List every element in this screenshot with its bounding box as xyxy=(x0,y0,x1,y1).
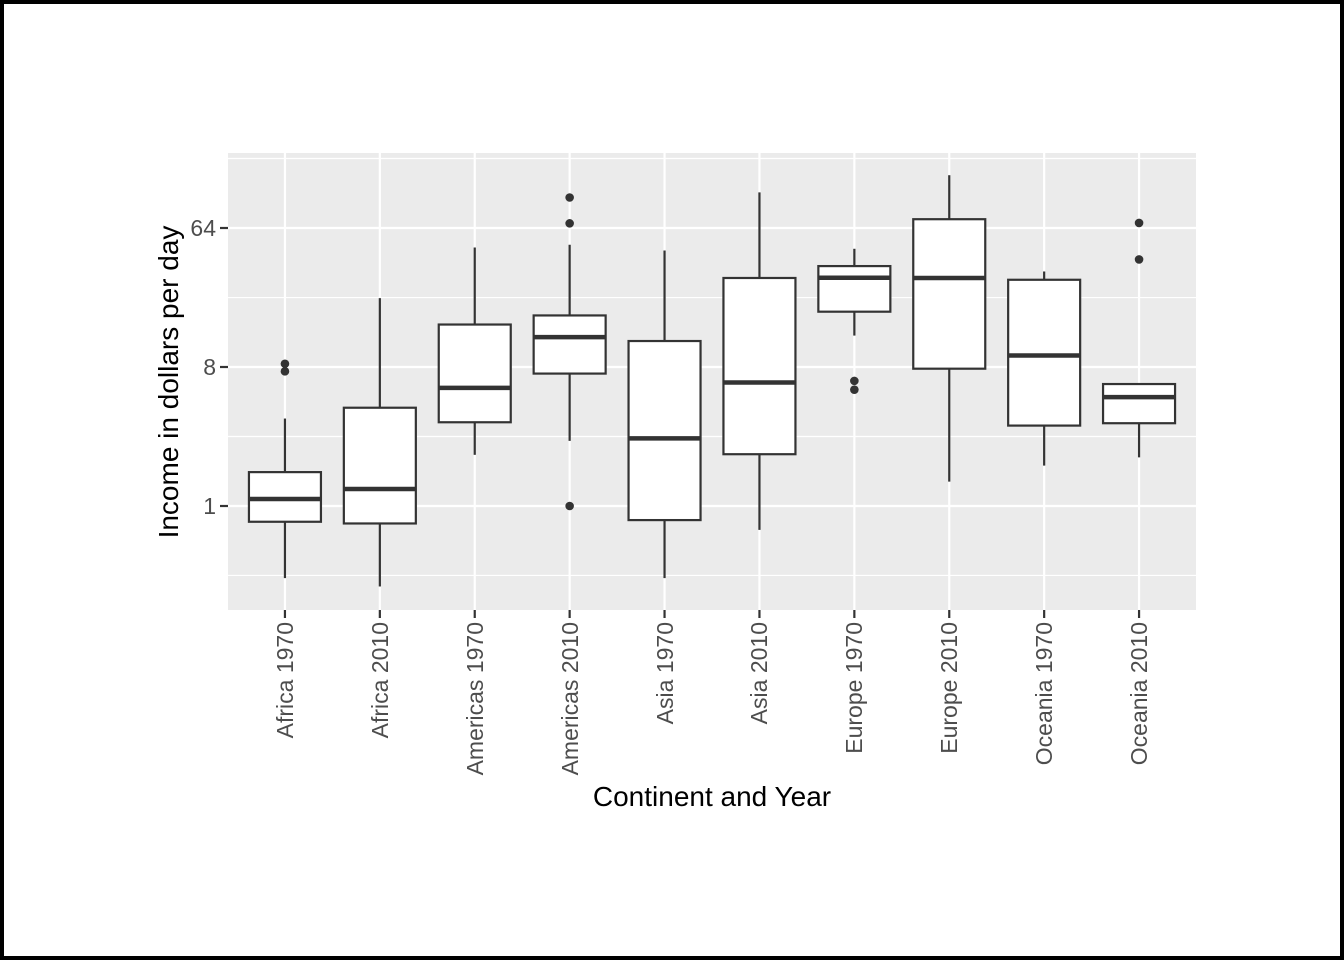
y-tick-label: 8 xyxy=(203,354,216,380)
x-tick-label: Americas 1970 xyxy=(461,622,488,776)
outlier-point[interactable] xyxy=(850,376,859,386)
x-axis-title: Continent and Year xyxy=(592,781,832,812)
box-iqr[interactable] xyxy=(342,406,417,525)
outlier-point[interactable] xyxy=(565,193,574,202)
box-iqr[interactable] xyxy=(1101,382,1177,425)
box-iqr[interactable] xyxy=(532,314,607,375)
x-tick-label: Europe 1970 xyxy=(841,622,868,754)
outlier-point[interactable] xyxy=(1134,255,1144,264)
box-iqr[interactable] xyxy=(1007,278,1082,427)
y-tick-label: 64 xyxy=(190,215,216,241)
outlier-point[interactable] xyxy=(280,367,290,376)
x-tick-label: Oceania 2010 xyxy=(1126,622,1153,766)
x-tick-label: Oceania 1970 xyxy=(1031,622,1058,766)
outlier-point[interactable] xyxy=(565,501,574,511)
outlier-point[interactable] xyxy=(1134,218,1144,228)
outlier-point[interactable] xyxy=(565,219,574,228)
x-tick-label: Americas 2010 xyxy=(556,622,583,776)
y-tick-label: 1 xyxy=(203,493,216,519)
x-tick-label: Africa 1970 xyxy=(271,622,298,739)
outlier-point[interactable] xyxy=(850,385,859,394)
box-iqr[interactable] xyxy=(817,264,892,313)
boxplot-canvas xyxy=(220,153,1196,618)
x-tick-label: Europe 2010 xyxy=(936,622,963,754)
box-iqr[interactable] xyxy=(437,323,512,424)
outlier-point[interactable] xyxy=(280,359,290,369)
box-iqr[interactable] xyxy=(722,276,797,456)
box-iqr[interactable] xyxy=(627,339,702,522)
x-tick-label: Asia 1970 xyxy=(651,622,678,725)
x-tick-label: Asia 2010 xyxy=(746,622,773,725)
box-iqr[interactable] xyxy=(912,218,987,370)
y-axis-title: Income in dollars per day xyxy=(153,225,184,539)
x-tick-label: Africa 2010 xyxy=(366,622,393,739)
